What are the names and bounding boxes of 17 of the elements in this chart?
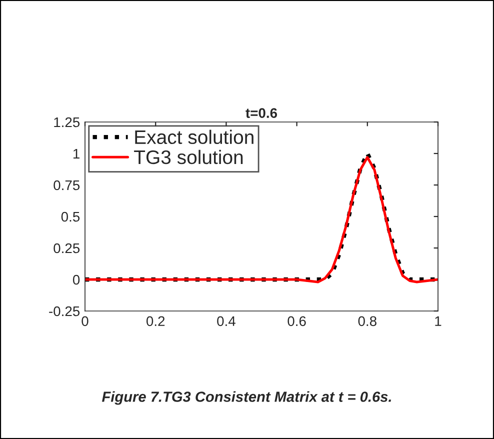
y-tick-label: 0.75 (54, 180, 80, 190)
y-tick-label: 0.5 (61, 212, 80, 222)
y-tick-label: 1 (73, 148, 80, 159)
legend-label: TG3 solution (134, 150, 243, 164)
x-tick-label: 0.6 (288, 316, 306, 326)
y-tick-label: 1.25 (54, 117, 80, 128)
x-tick-label: 0.4 (217, 316, 236, 326)
x-tick-label: 0.2 (146, 316, 165, 326)
chart-title: t=0.6 (246, 108, 278, 118)
x-tick-label: 0 (82, 316, 88, 326)
x-tick-label: 0.8 (358, 316, 376, 326)
y-tick-label: 0.25 (54, 243, 80, 254)
x-tick-label: 1 (435, 316, 442, 326)
y-tick-label: -0.25 (49, 306, 80, 316)
y-tick-label: 0 (72, 274, 80, 285)
legend-label: Exact solution (135, 130, 254, 144)
caption: Figure 7.TG3 Consistent Matrix at t = 0.6s. (102, 391, 392, 405)
